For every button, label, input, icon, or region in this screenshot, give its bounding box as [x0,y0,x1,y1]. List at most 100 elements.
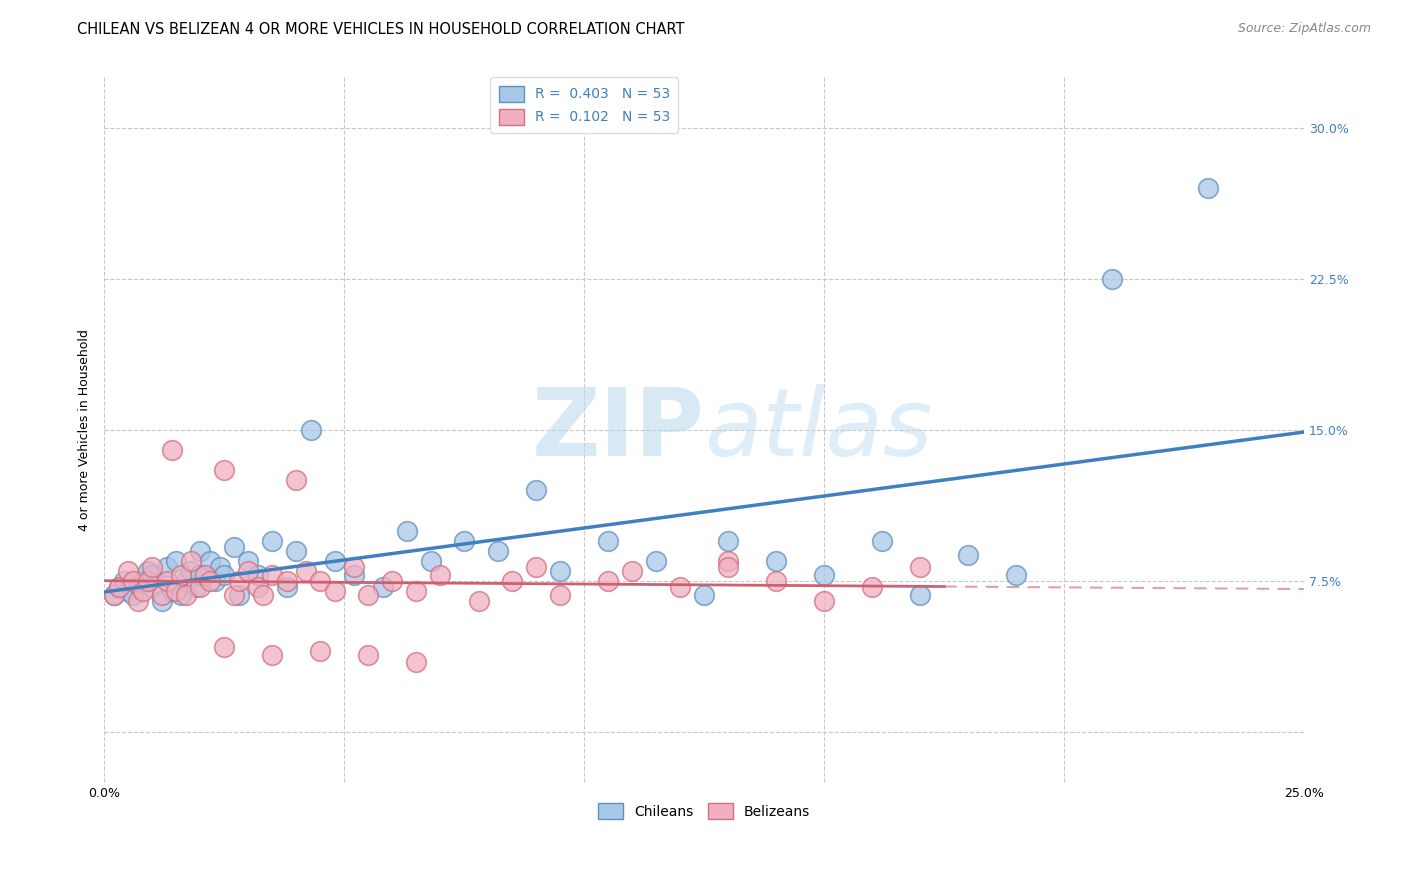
Point [717,559,740,574]
Point [150,588,173,602]
Point [198,554,221,568]
Point [247,568,270,582]
Point [870,533,893,548]
Y-axis label: 4 or more Vehicles in Household: 4 or more Vehicles in Household [79,329,91,531]
Point [174,574,197,588]
Point [170,588,193,602]
Point [141,580,163,594]
Point [141,559,163,574]
Point [190,543,212,558]
Point [717,554,740,568]
Point [204,574,226,588]
Point [550,564,572,578]
Point [860,580,883,594]
Point [395,524,418,538]
Point [1005,568,1028,582]
Point [132,584,155,599]
Point [214,463,236,477]
Point [222,588,245,602]
Text: atlas: atlas [704,384,932,475]
Point [262,648,284,663]
Point [717,533,740,548]
Point [323,584,346,599]
Point [276,580,298,594]
Point [453,533,475,548]
Point [170,568,193,582]
Point [122,574,145,588]
Point [908,559,931,574]
Point [238,564,260,578]
Point [228,574,250,588]
Point [117,564,139,578]
Point [501,574,523,588]
Point [419,554,441,568]
Point [150,594,173,608]
Point [228,588,250,602]
Point [429,568,451,582]
Point [247,580,270,594]
Point [136,564,159,578]
Point [136,574,159,588]
Point [598,533,620,548]
Point [141,568,163,582]
Point [276,574,298,588]
Point [160,443,183,458]
Point [295,564,318,578]
Point [103,588,125,602]
Point [122,588,145,602]
Point [132,574,155,588]
Point [214,640,236,655]
Point [156,574,179,588]
Point [765,554,787,568]
Point [1197,181,1219,195]
Point [645,554,668,568]
Point [198,574,221,588]
Point [693,588,716,602]
Point [117,584,139,599]
Point [184,580,207,594]
Point [127,594,149,608]
Point [371,580,394,594]
Point [468,594,491,608]
Point [524,559,547,574]
Point [180,564,202,578]
Point [357,648,380,663]
Point [108,580,131,594]
Point [309,574,332,588]
Point [669,580,692,594]
Point [174,588,197,602]
Point [524,483,547,498]
Point [160,584,183,599]
Point [1101,272,1123,286]
Point [190,580,212,594]
Point [165,584,187,599]
Point [765,574,787,588]
Point [165,554,187,568]
Point [621,564,644,578]
Point [156,559,179,574]
Point [357,588,380,602]
Legend: Chileans, Belizeans: Chileans, Belizeans [593,797,815,825]
Point [381,574,404,588]
Point [813,568,835,582]
Point [486,543,509,558]
Point [285,473,308,487]
Point [405,655,427,669]
Point [598,574,620,588]
Point [222,540,245,554]
Point [214,568,236,582]
Point [112,574,135,588]
Point [262,533,284,548]
Text: Source: ZipAtlas.com: Source: ZipAtlas.com [1237,22,1371,36]
Point [908,588,931,602]
Point [180,554,202,568]
Point [262,568,284,582]
Point [103,588,125,602]
Point [252,588,274,602]
Point [550,588,572,602]
Text: CHILEAN VS BELIZEAN 4 OR MORE VEHICLES IN HOUSEHOLD CORRELATION CHART: CHILEAN VS BELIZEAN 4 OR MORE VEHICLES I… [77,22,685,37]
Point [343,568,366,582]
Point [323,554,346,568]
Point [309,644,332,658]
Point [194,568,217,582]
